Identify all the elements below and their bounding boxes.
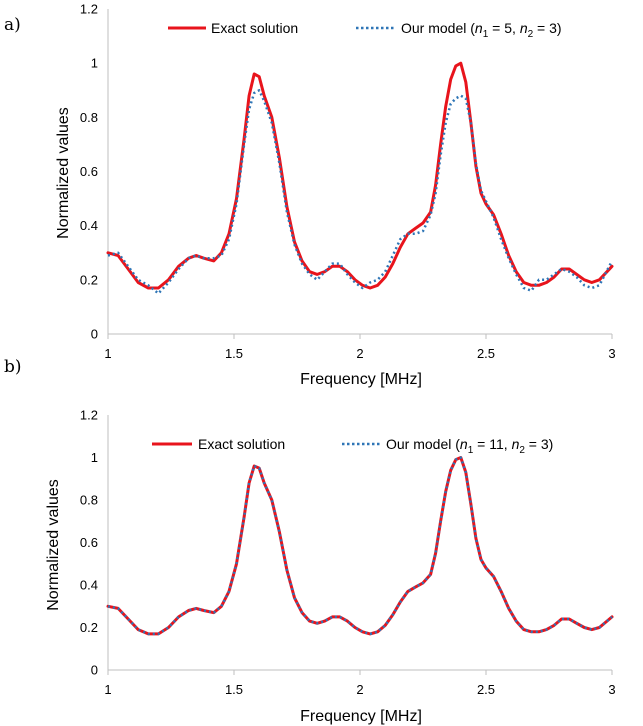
axes-a: 0 0.2 0.4 0.6 0.8 1 1.2 1 1.5 2 2.5 3 <box>80 2 616 362</box>
series-line-exact-solution <box>106 456 614 636</box>
series-line-exact-solution <box>106 61 614 290</box>
y-tick-label-a: 1 <box>91 56 98 71</box>
y-axis-label-b: Normalized values <box>45 479 62 611</box>
y-tick-label-a: 0.6 <box>80 164 98 179</box>
y-tick-label-b: 1 <box>91 450 98 465</box>
y-tick-label-a: 0.8 <box>80 110 98 125</box>
y-tick-label-a: 0.4 <box>80 218 98 233</box>
legend-label-model: Our model (n1 = 11, n2 = 3) <box>386 436 553 456</box>
x-tick-label-a: 2.5 <box>477 346 495 361</box>
y-tick-label-b: 1.2 <box>80 408 98 423</box>
panel-label-b: b) <box>4 357 22 377</box>
series-line-our-model <box>107 456 613 636</box>
y-tick-label-a: 0.2 <box>80 272 98 287</box>
x-tick-label-a: 1 <box>104 346 111 361</box>
y-tick-label-a: 1.2 <box>80 2 98 17</box>
y-tick-label-b: 0.8 <box>80 493 98 508</box>
axes-b: 0 0.2 0.4 0.6 0.8 1 1.2 1 1.5 2 2.5 3 <box>80 408 616 698</box>
x-tick-label-b: 3 <box>608 682 615 697</box>
panel-b: b) 0 0.2 0.4 0.6 0.8 1 1.2 1 1.5 2 2.5 3 Exact solu… <box>4 357 616 725</box>
legend-label-model: Our model (n1 = 5, n2 = 3) <box>401 20 562 40</box>
y-tick-label-b: 0.6 <box>80 535 98 550</box>
x-tick-label-b: 2.5 <box>477 682 495 697</box>
x-tick-label-b: 2 <box>356 682 363 697</box>
y-tick-label-b: 0.2 <box>80 620 98 635</box>
x-tick-label-a: 1.5 <box>225 346 243 361</box>
y-tick-label-a: 0 <box>91 327 98 342</box>
panel-a: a) 0 0.2 0.4 0.6 0.8 1 1.2 1 1.5 2 2.5 3 Exact solu… <box>4 2 616 389</box>
legend-label-exact: Exact solution <box>211 20 298 36</box>
y-tick-label-b: 0 <box>91 663 98 678</box>
x-tick-label-b: 1.5 <box>225 682 243 697</box>
x-tick-label-b: 1 <box>104 682 111 697</box>
series-line-our-model <box>107 89 614 295</box>
x-axis-label-a: Frequency [MHz] <box>300 371 422 388</box>
legend-b: Exact solution Our model (n1 = 11, n2 = … <box>152 436 553 456</box>
x-tick-label-a: 3 <box>608 346 615 361</box>
y-axis-label-a: Normalized values <box>55 107 72 239</box>
legend-label-exact: Exact solution <box>198 436 285 452</box>
panel-label-a: a) <box>4 15 21 35</box>
y-tick-label-b: 0.4 <box>80 578 98 593</box>
x-tick-label-a: 2 <box>356 346 363 361</box>
legend-a: Exact solution Our model (n1 = 5, n2 = 3… <box>168 20 562 40</box>
x-axis-label-b: Frequency [MHz] <box>300 708 422 725</box>
